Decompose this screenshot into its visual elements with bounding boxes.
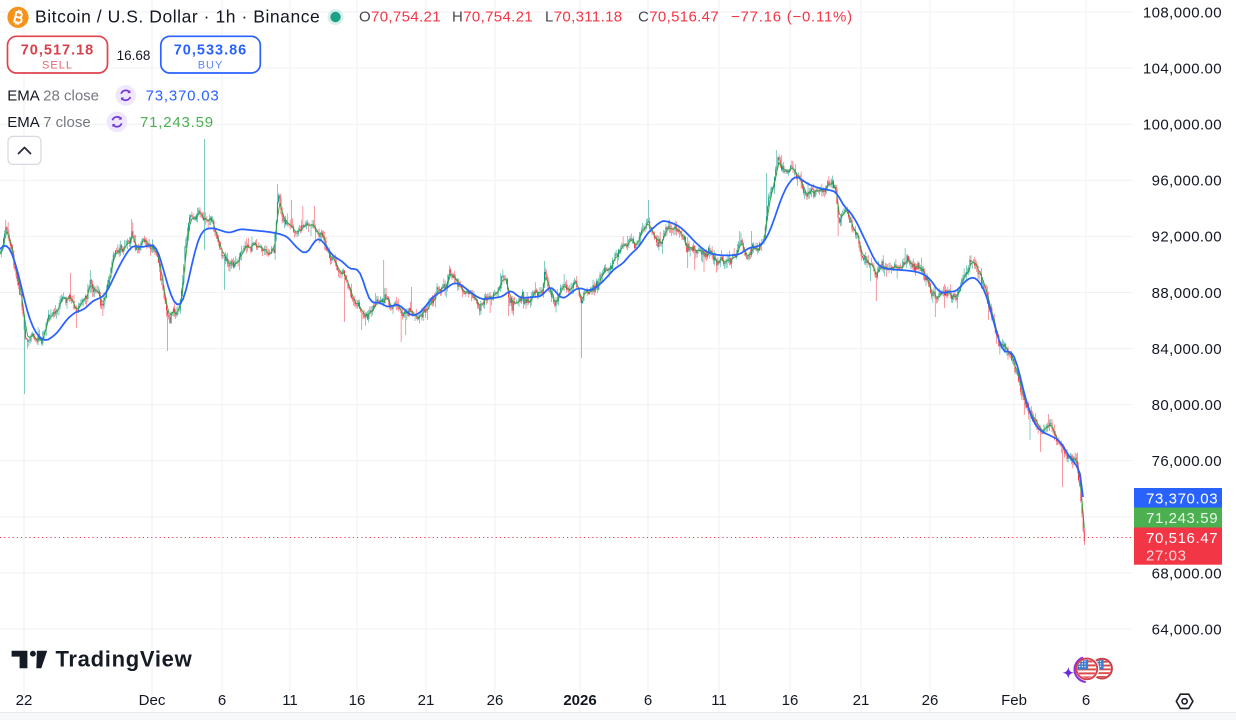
svg-text:92,000.00: 92,000.00 [1152,229,1222,246]
svg-text:64,000.00: 64,000.00 [1152,621,1222,638]
svg-text:104,000.00: 104,000.00 [1143,60,1222,77]
svg-text:76,000.00: 76,000.00 [1152,453,1222,470]
svg-text:88,000.00: 88,000.00 [1152,285,1222,302]
svg-text:21: 21 [853,692,870,709]
svg-text:6: 6 [1082,692,1090,709]
svg-text:68,000.00: 68,000.00 [1152,565,1222,582]
svg-text:70,517.18: 70,517.18 [21,43,95,59]
svg-text:16: 16 [349,692,366,709]
svg-text:21: 21 [418,692,435,709]
svg-text:73,370.03: 73,370.03 [1146,490,1218,507]
svg-text:EMA 7 close: EMA 7 close [7,114,90,131]
svg-text:96,000.00: 96,000.00 [1152,173,1222,190]
svg-text:C70,516.47: C70,516.47 [638,9,719,26]
svg-text:71,243.59: 71,243.59 [140,114,214,131]
svg-text:11: 11 [711,692,727,709]
svg-text:16.68: 16.68 [117,48,151,63]
svg-text:TradingView: TradingView [56,647,193,672]
svg-text:80,000.00: 80,000.00 [1152,397,1222,414]
svg-text:6: 6 [218,692,226,709]
svg-text:84,000.00: 84,000.00 [1152,341,1222,358]
svg-text:16: 16 [782,692,799,709]
svg-text:2026: 2026 [563,692,596,709]
svg-text:−77.16 (−0.11%): −77.16 (−0.11%) [731,9,853,26]
svg-text:22: 22 [16,692,33,709]
svg-text:71,243.59: 71,243.59 [1146,510,1218,527]
svg-text:Feb: Feb [1001,692,1027,709]
svg-text:108,000.00: 108,000.00 [1143,4,1222,21]
svg-text:70,516.47: 70,516.47 [1146,530,1218,547]
svg-text:6: 6 [644,692,652,709]
svg-text:Bitcoin / U.S. Dollar · 1h · B: Bitcoin / U.S. Dollar · 1h · Binance [35,7,320,27]
svg-text:26: 26 [487,692,504,709]
svg-text:11: 11 [282,692,298,709]
svg-text:H70,754.21: H70,754.21 [452,9,533,26]
svg-text:70,533.86: 70,533.86 [174,43,248,59]
svg-text:BUY: BUY [198,60,224,72]
svg-text:EMA 28 close: EMA 28 close [7,88,99,105]
svg-text:27:03: 27:03 [1146,547,1187,564]
svg-text:O70,754.21: O70,754.21 [359,9,441,26]
svg-text:100,000.00: 100,000.00 [1143,117,1222,134]
svg-text:73,370.03: 73,370.03 [146,88,220,105]
svg-text:SELL: SELL [42,60,73,72]
svg-text:Dec: Dec [139,692,166,709]
svg-text:26: 26 [922,692,939,709]
svg-text:L70,311.18: L70,311.18 [545,9,622,26]
